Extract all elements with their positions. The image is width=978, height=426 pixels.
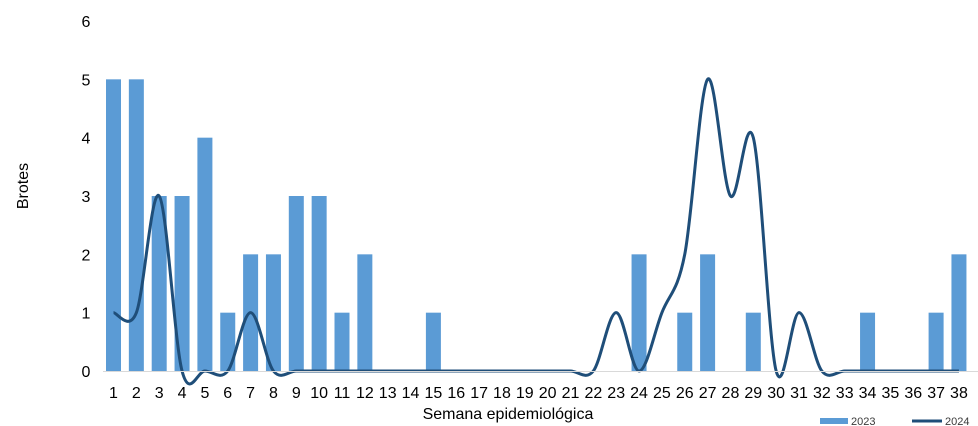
bars-2023 [106, 79, 967, 371]
legend-label-2024: 2024 [945, 416, 969, 426]
x-tick-label: 28 [722, 385, 740, 402]
x-tick-label: 4 [178, 385, 187, 402]
x-tick-label: 37 [927, 385, 945, 402]
x-tick-label: 10 [310, 385, 328, 402]
x-tick-label: 2 [132, 385, 141, 402]
x-tick-label: 16 [447, 385, 465, 402]
x-axis-ticks: 1 2 3 4 5 6 7 8 9 10 11 12 13 14 15 16 17 18 19 20 21 22 23 24 2… [109, 385, 968, 402]
bar-2023 [677, 312, 693, 371]
bar-2023 [928, 312, 944, 371]
x-tick-label: 8 [269, 385, 278, 402]
x-tick-label: 11 [334, 385, 351, 402]
x-tick-label: 5 [200, 385, 209, 402]
x-tick-label: 15 [425, 385, 443, 402]
x-tick-label: 25 [653, 385, 671, 402]
x-tick-label: 24 [630, 385, 648, 402]
bar-2023 [700, 254, 716, 371]
bar-2023 [357, 254, 373, 371]
bar-2023 [220, 312, 236, 371]
bar-2023 [151, 196, 167, 371]
x-tick-label: 7 [246, 385, 255, 402]
x-tick-label: 31 [790, 385, 808, 402]
y-tick-label: 4 [82, 131, 91, 148]
x-tick-label: 19 [516, 385, 534, 402]
bar-2023 [128, 79, 144, 371]
x-tick-label: 29 [744, 385, 762, 402]
bar-2023 [951, 254, 967, 371]
bar-2023 [288, 196, 304, 371]
x-tick-label: 36 [904, 385, 922, 402]
y-tick-label: 3 [82, 189, 91, 206]
x-tick-label: 30 [767, 385, 785, 402]
bar-2023 [106, 79, 121, 371]
x-tick-label: 26 [676, 385, 694, 402]
x-tick-label: 13 [379, 385, 397, 402]
x-tick-label: 21 [562, 385, 580, 402]
x-tick-label: 17 [470, 385, 488, 402]
bar-2023 [745, 312, 761, 371]
x-tick-label: 27 [699, 385, 717, 402]
legend-swatch-2023 [820, 418, 848, 424]
y-tick-label: 5 [82, 72, 91, 89]
x-tick-label: 12 [356, 385, 374, 402]
x-tick-label: 32 [813, 385, 831, 402]
legend: 2023 2024 [820, 416, 969, 426]
x-tick-label: 34 [859, 385, 877, 402]
bar-2023 [197, 137, 213, 371]
x-tick-label: 35 [882, 385, 900, 402]
x-tick-label: 9 [292, 385, 301, 402]
x-tick-label: 6 [223, 385, 232, 402]
y-tick-label: 0 [82, 364, 91, 381]
x-tick-label: 18 [493, 385, 511, 402]
x-tick-label: 14 [402, 385, 420, 402]
x-tick-label: 38 [950, 385, 968, 402]
y-tick-label: 2 [82, 247, 91, 264]
bar-2023 [860, 312, 876, 371]
x-tick-label: 22 [584, 385, 602, 402]
bar-2023 [334, 312, 350, 371]
x-tick-label: 33 [836, 385, 854, 402]
y-tick-label: 6 [82, 14, 91, 31]
bar-2023 [265, 254, 281, 371]
x-axis-title: Semana epidemiológica [423, 406, 594, 423]
x-tick-label: 20 [539, 385, 557, 402]
bar-2023 [425, 312, 441, 371]
bar-2023 [174, 196, 190, 371]
y-tick-label: 1 [82, 306, 91, 323]
legend-label-2023: 2023 [851, 416, 875, 426]
bar-2023 [631, 254, 647, 371]
series-line-2024 [112, 77, 959, 386]
x-tick-label: 1 [109, 385, 118, 402]
x-tick-label: 3 [155, 385, 164, 402]
y-axis-ticks: 0 1 2 3 4 5 6 [82, 14, 91, 381]
x-tick-label: 23 [607, 385, 625, 402]
y-axis-title: Brotes [15, 163, 32, 209]
bar-2023 [311, 196, 327, 371]
